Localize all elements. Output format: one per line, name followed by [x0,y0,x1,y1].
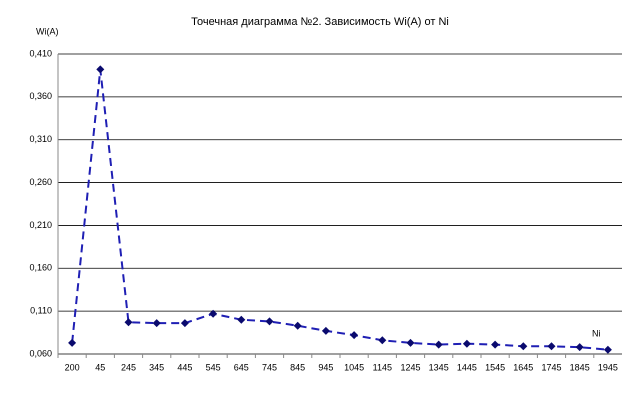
y-tick-label: 0,110 [30,306,52,316]
x-tick-label: 1745 [541,362,561,372]
y-tick-label: 0,410 [29,48,52,58]
x-tick-label: 45 [95,362,105,372]
data-point [68,338,77,347]
y-tick-label: 0,210 [29,220,52,230]
data-point [547,342,556,351]
data-point [378,336,387,345]
data-point [462,339,471,348]
data-point [350,331,359,340]
x-tick-label: 1945 [598,362,618,372]
y-axis-label: Wi(A) [36,26,59,36]
x-tick-label: 1445 [457,362,477,372]
x-tick-label: 1045 [344,362,364,372]
data-point [96,65,105,74]
x-tick-label: 745 [262,362,277,372]
y-tick-label: 0,360 [29,91,52,101]
x-tick-label: 345 [149,362,164,372]
data-point [491,340,500,349]
x-tick-label: 200 [65,362,80,372]
x-tick-label: 1645 [513,362,533,372]
x-tick-label: 1845 [570,362,590,372]
y-tick-label: 0,160 [29,263,52,273]
x-tick-label: 545 [206,362,221,372]
x-tick-label: 645 [234,362,249,372]
x-tick-label: 245 [121,362,136,372]
chart-title: Точечная диаграмма №2. Зависимость Wi(A)… [191,16,449,28]
data-point [265,317,274,326]
data-point [434,340,443,349]
x-axis-label: Ni [592,328,601,338]
data-point [209,309,218,318]
data-point [180,319,189,328]
data-point [519,342,528,351]
data-point [124,318,133,327]
x-tick-label: 1545 [485,362,505,372]
data-point [293,321,302,330]
y-tick-label: 0,310 [29,134,52,144]
x-tick-label: 1145 [373,362,392,372]
x-tick-label: 1345 [429,362,449,372]
data-point [152,319,161,328]
data-point [321,326,330,335]
x-tick-label: 845 [290,362,305,372]
data-line [71,69,608,351]
x-tick-label: 945 [318,362,333,372]
y-tick-label: 0,060 [29,348,52,358]
x-tick-label: 445 [177,362,192,372]
data-point [406,338,415,347]
data-point [575,343,584,352]
x-tick-label: 1245 [400,362,420,372]
data-point [603,345,612,354]
y-tick-label: 0,260 [29,177,52,187]
data-point [237,315,246,324]
